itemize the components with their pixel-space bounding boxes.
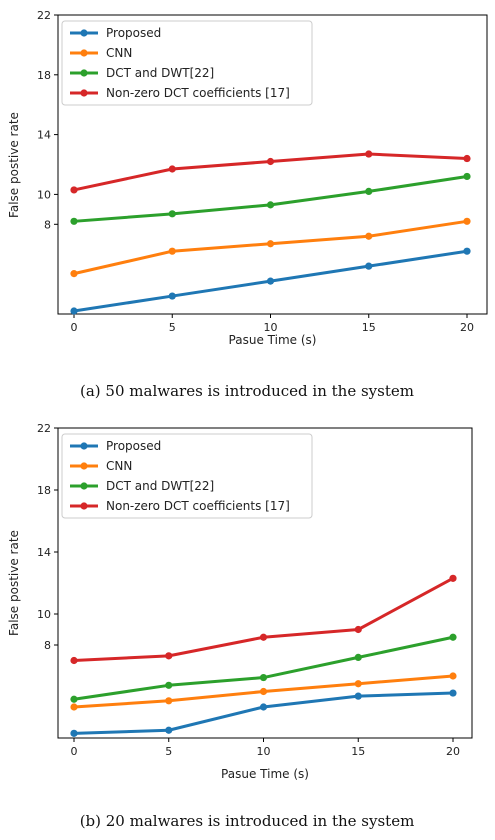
x-tick-label: 5 xyxy=(169,321,176,334)
legend-label: Non-zero DCT coefficients [17] xyxy=(106,499,290,513)
data-point xyxy=(259,633,268,641)
plot-frame xyxy=(57,14,488,315)
y-tick-label: 8 xyxy=(44,218,51,231)
legend-label: CNN xyxy=(106,46,132,60)
x-axis-label: Pasue Time (s) xyxy=(229,333,317,347)
data-point xyxy=(70,270,78,278)
y-tick-label: 22 xyxy=(37,9,51,22)
data-point xyxy=(168,165,176,173)
data-point xyxy=(266,240,275,248)
legend-marker xyxy=(80,442,88,450)
x-tick-label: 0 xyxy=(71,745,78,758)
data-point xyxy=(168,292,176,300)
data-point xyxy=(266,157,275,166)
plot-frame xyxy=(57,427,473,739)
legend-box xyxy=(61,20,313,106)
data-point xyxy=(165,681,173,689)
legend-marker xyxy=(80,89,88,97)
legend-marker xyxy=(80,49,88,57)
x-tick-label: 0 xyxy=(71,321,78,334)
series-line xyxy=(73,219,468,276)
data-point xyxy=(463,154,471,163)
legend-marker xyxy=(80,502,88,510)
data-point xyxy=(365,187,373,196)
legend-marker xyxy=(80,29,88,37)
x-tick-label: 5 xyxy=(165,745,172,758)
x-tick-label: 15 xyxy=(351,745,365,758)
y-tick-label: 14 xyxy=(37,129,51,142)
data-point xyxy=(259,673,268,682)
y-tick-label: 22 xyxy=(37,422,51,435)
data-point xyxy=(165,652,173,660)
chart-2: 0 5 10 15 20 22 18 14 10 8 Pasue Time (s) False pos… xyxy=(7,422,473,830)
data-point xyxy=(354,625,362,634)
data-point xyxy=(70,186,78,194)
y-tick-label: 18 xyxy=(37,484,51,497)
data-point xyxy=(365,262,373,270)
x-tick-label: 15 xyxy=(362,321,376,334)
data-point xyxy=(168,210,176,218)
x-tick-label: 20 xyxy=(446,745,460,758)
y-tick-label: 10 xyxy=(37,608,51,621)
data-point xyxy=(266,201,275,209)
data-point xyxy=(70,656,78,665)
legend-marker xyxy=(80,482,88,490)
legend-box xyxy=(61,433,313,519)
data-point xyxy=(449,574,457,582)
data-point xyxy=(165,697,173,705)
y-axis-label: False postive rate xyxy=(7,530,21,636)
legend-label: Proposed xyxy=(106,439,161,453)
data-point xyxy=(463,247,471,255)
data-point xyxy=(168,247,176,255)
legend-label: DCT and DWT[22] xyxy=(106,66,214,80)
y-axis-label: False postive rate xyxy=(7,112,21,218)
x-tick-label: 10 xyxy=(257,745,271,758)
data-point xyxy=(259,703,268,711)
figure-caption: (a) 50 malwares is introduced in the sys… xyxy=(80,382,414,400)
data-point xyxy=(70,695,78,703)
legend-label: DCT and DWT[22] xyxy=(106,479,214,493)
figure-caption: (b) 20 malwares is introduced in the sys… xyxy=(80,812,415,830)
chart-1: 0 5 10 15 20 22 18 14 10 8 Pasue Time (s) False pos… xyxy=(7,9,488,400)
data-point xyxy=(70,703,78,711)
x-tick-label: 10 xyxy=(264,321,278,334)
y-tick-label: 18 xyxy=(37,69,51,82)
legend-label: Proposed xyxy=(106,26,161,40)
data-point xyxy=(463,172,471,181)
data-point xyxy=(449,633,457,641)
legend-label: CNN xyxy=(106,459,132,473)
data-point xyxy=(463,217,471,225)
y-tick-label: 10 xyxy=(37,188,51,201)
y-tick-label: 8 xyxy=(44,639,51,652)
series-line xyxy=(73,691,454,735)
y-tick-label: 14 xyxy=(37,546,51,559)
legend-marker xyxy=(80,462,88,470)
data-point xyxy=(449,689,457,697)
x-tick-label: 20 xyxy=(460,321,474,334)
x-axis-label: Pasue Time (s) xyxy=(221,767,309,781)
data-point xyxy=(165,726,173,734)
data-point xyxy=(365,232,373,240)
series-line xyxy=(73,174,468,223)
data-point xyxy=(70,729,78,737)
legend-label: Non-zero DCT coefficients [17] xyxy=(106,86,290,100)
data-point xyxy=(354,680,362,688)
data-point xyxy=(449,672,457,680)
data-point xyxy=(354,692,362,700)
data-point xyxy=(365,150,373,158)
legend-marker xyxy=(80,69,88,77)
data-point xyxy=(266,277,275,285)
data-point xyxy=(70,217,78,225)
data-point xyxy=(259,687,268,696)
data-point xyxy=(354,653,362,662)
data-point xyxy=(70,307,78,315)
